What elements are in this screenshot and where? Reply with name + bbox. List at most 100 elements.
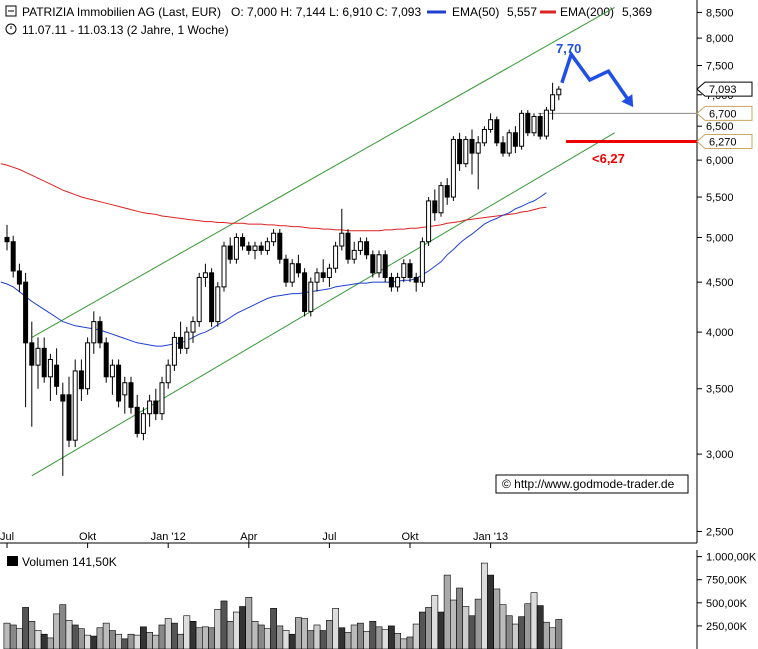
candle-body: [289, 263, 295, 283]
candle-body: [351, 249, 357, 260]
candle-body: [35, 347, 41, 366]
candle-body: [426, 200, 432, 243]
candle: [66, 376, 72, 448]
candle-body: [60, 394, 66, 402]
candle: [54, 348, 60, 395]
price-flag-box: [696, 105, 753, 121]
candle-body: [240, 236, 246, 247]
candle-body: [66, 394, 72, 441]
volume-bar: [456, 587, 463, 649]
candle: [165, 359, 171, 389]
candle: [147, 394, 153, 427]
candle: [395, 272, 401, 292]
ohlc-readout: O: 7,000 H: 7,144 L: 6,910 C: 7,093: [231, 5, 421, 19]
candle: [116, 359, 122, 408]
candle: [221, 241, 227, 292]
candle-body: [543, 109, 549, 137]
candle-body: [295, 263, 301, 274]
candle-body: [4, 236, 10, 243]
candle-body: [525, 112, 531, 134]
price-flag: 6,700: [696, 105, 753, 121]
volume-bar: [542, 621, 550, 649]
candle: [78, 359, 84, 402]
candle-body: [10, 241, 16, 272]
candle: [351, 241, 357, 264]
watermark-box: [495, 474, 689, 494]
candle-body: [438, 185, 444, 214]
candle-body: [333, 245, 339, 269]
candle-body: [209, 272, 215, 323]
ema200-path: [0, 163, 547, 232]
volume-bar: [245, 596, 253, 649]
candle: [171, 332, 177, 371]
volume-bar: [40, 633, 48, 649]
candle: [122, 376, 128, 414]
candle: [72, 359, 78, 448]
candle: [10, 235, 16, 278]
candle-body: [419, 241, 425, 283]
candle-body: [134, 406, 140, 434]
volume-bar: [109, 630, 116, 649]
price-tick-label: 5,500: [706, 192, 734, 204]
candle: [320, 259, 326, 283]
channel-lower-line: [31, 132, 615, 477]
candle: [382, 250, 388, 283]
volume-bar: [239, 606, 246, 649]
candle-body: [178, 336, 184, 349]
candle-body: [488, 119, 494, 130]
candle: [271, 229, 277, 247]
candle-body: [463, 138, 469, 165]
volume-bar: [152, 634, 160, 649]
volume-bar: [462, 606, 470, 649]
volume-bar: [257, 624, 265, 649]
volume-bar: [555, 619, 563, 649]
price-tick-label: 3,500: [706, 384, 734, 396]
volume-bar: [115, 633, 122, 649]
volume-bar: [487, 574, 494, 649]
candle-body: [370, 254, 376, 274]
volume-bar: [96, 627, 104, 649]
candlesticks: [4, 82, 562, 476]
ema200-line: [0, 163, 547, 232]
volume-bar: [59, 604, 67, 649]
candle-body: [140, 413, 146, 434]
volume-bar: [15, 628, 23, 649]
volume-bar: [443, 574, 451, 649]
candle: [469, 129, 475, 175]
price-flag: 6,270: [696, 133, 753, 149]
volume-bar: [28, 620, 36, 649]
time-tick-label: Jan '13: [473, 531, 508, 543]
candle: [128, 376, 134, 414]
volume-bar: [146, 632, 153, 649]
volume-bar: [140, 626, 147, 649]
candle: [432, 189, 438, 221]
candle: [209, 268, 215, 327]
candle: [258, 241, 264, 255]
price-flag: 7,093: [696, 81, 753, 97]
price-tick-label: 8,500: [706, 7, 734, 19]
candle: [227, 237, 233, 264]
volume-bar: [133, 634, 141, 649]
volume-bar: [524, 603, 532, 649]
candle-body: [128, 382, 134, 408]
candle-body: [78, 370, 84, 390]
volume-bar: [294, 617, 302, 649]
candle: [302, 268, 308, 317]
volume-bar: [102, 622, 110, 649]
volume-bar: [282, 630, 290, 649]
volume-bar: [332, 608, 339, 649]
candle: [283, 254, 289, 287]
volume-bar: [499, 604, 507, 649]
volume-icon: [7, 556, 18, 566]
forecast-arrow-shaft: [560, 50, 631, 102]
candle: [184, 326, 190, 354]
candle-body: [159, 382, 165, 415]
candle: [388, 272, 394, 292]
candle: [140, 407, 146, 441]
candle-body: [153, 400, 159, 415]
candle-body: [537, 116, 543, 137]
candle: [196, 272, 202, 327]
candle: [35, 337, 41, 389]
candle-body: [165, 364, 171, 384]
volume-tick-label: 750,00K: [706, 575, 748, 587]
